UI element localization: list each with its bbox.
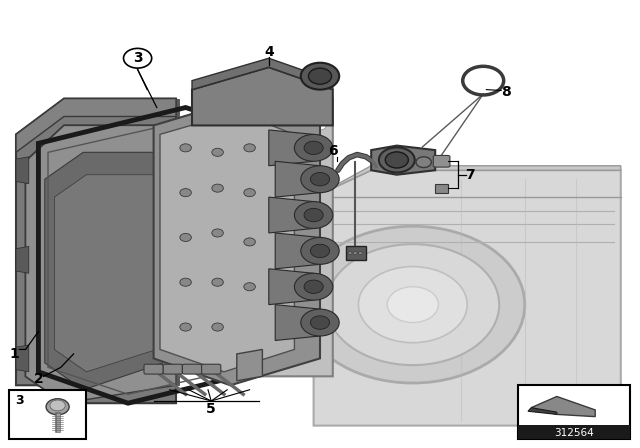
Text: 2: 2 <box>33 371 44 386</box>
Circle shape <box>244 144 255 152</box>
Circle shape <box>294 134 333 161</box>
Circle shape <box>124 48 152 68</box>
Circle shape <box>387 287 438 323</box>
Text: 4: 4 <box>264 45 274 60</box>
Polygon shape <box>256 99 333 376</box>
Text: 5: 5 <box>206 401 216 416</box>
Circle shape <box>294 202 333 228</box>
Circle shape <box>358 267 467 343</box>
Circle shape <box>212 323 223 331</box>
Circle shape <box>180 323 191 331</box>
Text: 3: 3 <box>132 51 143 65</box>
Circle shape <box>212 229 223 237</box>
Circle shape <box>301 226 525 383</box>
Polygon shape <box>314 170 621 426</box>
Circle shape <box>358 252 362 254</box>
Circle shape <box>212 184 223 192</box>
Polygon shape <box>192 67 333 125</box>
Circle shape <box>304 208 323 222</box>
Text: 312564: 312564 <box>554 428 594 438</box>
Circle shape <box>269 300 282 309</box>
Circle shape <box>294 273 333 300</box>
Bar <box>435 184 448 193</box>
Text: 1: 1 <box>10 347 20 361</box>
Circle shape <box>269 255 282 264</box>
Circle shape <box>308 68 332 84</box>
Circle shape <box>212 148 223 156</box>
Circle shape <box>180 233 191 241</box>
Circle shape <box>301 237 339 264</box>
Circle shape <box>301 309 339 336</box>
Polygon shape <box>176 99 179 385</box>
Bar <box>518 385 630 439</box>
Polygon shape <box>531 396 595 417</box>
Polygon shape <box>16 157 29 184</box>
FancyBboxPatch shape <box>202 364 221 374</box>
Circle shape <box>304 280 323 293</box>
Polygon shape <box>192 58 333 90</box>
Text: 8: 8 <box>500 85 511 99</box>
Polygon shape <box>275 305 320 340</box>
Circle shape <box>348 252 352 254</box>
Circle shape <box>180 278 191 286</box>
Polygon shape <box>269 269 314 305</box>
Text: 6: 6 <box>328 144 338 159</box>
Text: 7: 7 <box>465 168 476 182</box>
Circle shape <box>385 152 408 168</box>
Circle shape <box>180 189 191 197</box>
FancyBboxPatch shape <box>182 364 202 374</box>
Circle shape <box>269 166 282 175</box>
Polygon shape <box>371 146 435 175</box>
Circle shape <box>294 148 307 157</box>
Circle shape <box>244 283 255 291</box>
Circle shape <box>294 237 307 246</box>
Circle shape <box>310 244 330 258</box>
Polygon shape <box>54 175 157 372</box>
Polygon shape <box>16 345 29 372</box>
FancyBboxPatch shape <box>163 364 182 374</box>
Bar <box>346 246 366 260</box>
Circle shape <box>314 318 326 327</box>
Circle shape <box>379 147 415 172</box>
Circle shape <box>212 278 223 286</box>
Polygon shape <box>528 408 557 414</box>
FancyBboxPatch shape <box>144 364 163 374</box>
Polygon shape <box>26 125 176 403</box>
Polygon shape <box>275 161 320 197</box>
Circle shape <box>294 193 307 202</box>
Circle shape <box>50 400 65 411</box>
Circle shape <box>326 244 499 365</box>
Polygon shape <box>314 166 621 197</box>
FancyBboxPatch shape <box>433 155 450 167</box>
Circle shape <box>301 63 339 90</box>
Polygon shape <box>269 130 314 166</box>
Polygon shape <box>16 99 176 403</box>
Polygon shape <box>160 112 294 372</box>
Circle shape <box>294 282 307 291</box>
Circle shape <box>314 121 326 130</box>
Polygon shape <box>269 197 314 233</box>
Text: 3: 3 <box>15 394 24 408</box>
Circle shape <box>310 172 330 186</box>
Circle shape <box>269 336 282 345</box>
Circle shape <box>301 166 339 193</box>
Circle shape <box>304 141 323 155</box>
Bar <box>518 425 630 439</box>
Polygon shape <box>45 152 163 390</box>
Circle shape <box>269 211 282 220</box>
Circle shape <box>244 189 255 197</box>
Bar <box>9 390 86 439</box>
Circle shape <box>353 252 357 254</box>
Circle shape <box>310 316 330 329</box>
Polygon shape <box>16 246 29 273</box>
Polygon shape <box>237 349 262 381</box>
Circle shape <box>46 399 69 415</box>
Polygon shape <box>154 99 320 385</box>
Polygon shape <box>16 99 176 152</box>
Circle shape <box>180 144 191 152</box>
Circle shape <box>269 130 282 139</box>
Polygon shape <box>275 233 320 269</box>
Circle shape <box>416 157 431 168</box>
Circle shape <box>244 238 255 246</box>
